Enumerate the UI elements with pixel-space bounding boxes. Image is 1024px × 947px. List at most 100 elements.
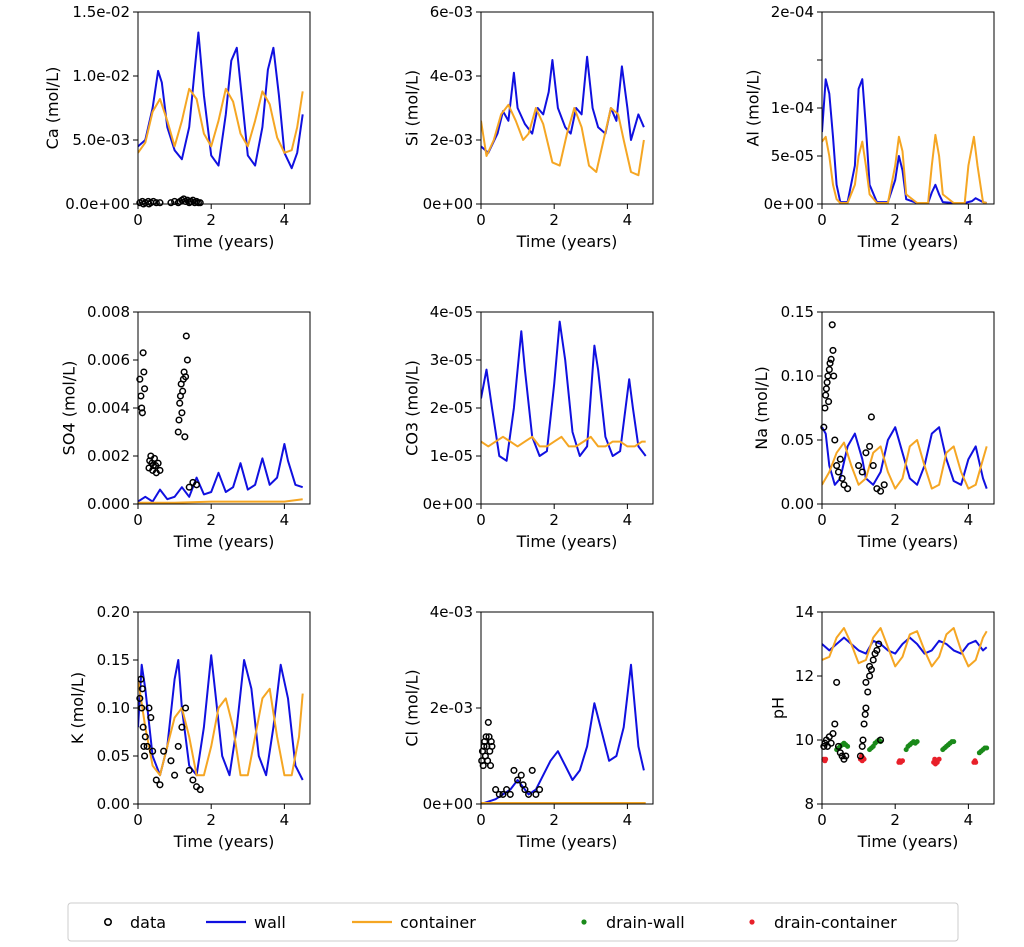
panel-co3: 0 2 4 0e+00 1e-05 2e-05 3e-05 4e-05 Time (years)… [403,303,654,551]
co3-ylabel: CO3 (mol/L) [403,360,422,456]
al-xtick-label: 2 [890,211,900,229]
so4-ytick-label: 0.006 [87,351,130,369]
k-data-point [189,776,197,784]
ph-drain-wall-point [984,745,990,751]
panel-na: 0 2 4 0.00 0.05 0.10 0.15 Time (years) Na (mol/L… [752,303,995,551]
cl-data-point [510,766,518,774]
k-data-point [140,742,148,750]
si-ylabel: Si (mol/L) [403,70,422,146]
panel-al: 0 2 4 0e+00 5e-05 1e-04 2e-04 Time (years) Al (m… [744,3,995,251]
so4-data-point [179,387,187,395]
so4-data-point [137,392,145,400]
so4-data-point [175,416,183,424]
cl-data-point [495,790,503,798]
ph-data-point [860,720,868,728]
so4-data-point [150,454,159,462]
so4-data-point [156,466,164,474]
si-xtick-label: 0 [476,211,486,229]
na-data-point [862,449,870,457]
cl-data-point [506,790,514,798]
so4-ytick-label: 0.002 [87,447,130,465]
na-data-point [855,462,863,470]
ph-axes-frame [821,611,995,805]
so4-data-point [139,349,147,357]
k-data-point [147,714,155,722]
cl-data-point [503,786,511,794]
so4-data-point [176,399,184,407]
ph-drain-wall-point [845,743,851,749]
cl-ytick-label: 0e+00 [423,795,473,813]
si-axes-frame [480,11,654,205]
ph-ytick-label: 12 [795,667,814,685]
ca-ytick-label: 1.5e-02 [72,3,130,21]
na-data-point [830,372,838,380]
ph-data-point [862,704,870,712]
co3-series-container [481,435,646,448]
ph-xtick-label: 4 [964,811,974,829]
panel-cl: 0 2 4 0e+00 2e-03 4e-03 Time (years) Cl (mol/L) [403,603,654,851]
legend-swatch-drain-container [749,919,755,925]
ph-drain-wall-point [914,739,920,745]
ca-ylabel: Ca (mol/L) [43,67,62,150]
ca-series-container [138,87,304,154]
k-data-point [141,752,149,760]
k-data-point [182,704,190,712]
ca-axes-frame [137,11,311,205]
ph-data-point [842,752,850,760]
cl-data-point [479,762,487,770]
co3-ytick-label: 4e-05 [430,303,473,321]
ph-ylabel: pH [768,697,787,719]
k-data-point [171,771,179,779]
co3-xlabel: Time (years) [516,532,618,551]
so4-data-point [174,428,182,436]
ph-drain-container-point [936,756,942,762]
ca-ytick-label: 1.0e-02 [72,67,130,85]
na-xtick-label: 2 [890,511,900,529]
ph-data-point [862,678,870,686]
ph-xtick-label: 0 [817,811,827,829]
ph-xlabel: Time (years) [857,832,959,851]
cl-data-point [528,766,536,774]
cl-data-point [532,790,540,798]
ca-xtick-label: 2 [206,211,216,229]
al-ytick-label: 2e-04 [771,3,814,21]
k-data-point [174,742,182,750]
co3-ytick-label: 0e+00 [423,495,473,513]
al-series-container [822,133,987,204]
panel-si: 0 2 4 0e+00 2e-03 4e-03 6e-03 Time (years) Si (m… [403,3,654,251]
cl-data-point [484,718,492,726]
cl-ytick-label: 2e-03 [430,699,473,717]
na-data-point [824,372,832,380]
na-data-point [826,359,834,367]
si-ytick-label: 2e-03 [430,131,473,149]
ca-data-point [196,199,204,207]
na-ylabel: Na (mol/L) [752,366,771,449]
si-xtick-label: 4 [623,211,633,229]
so4-data-point [193,481,201,489]
k-data-point [152,776,160,784]
panel-ph: 0 2 4 8 10 12 14 Time (years) pH [768,603,995,851]
k-data-point [185,766,193,774]
k-data-point [167,757,175,765]
ph-data-point [833,678,841,686]
na-data-point [844,485,852,493]
co3-xtick-label: 0 [476,511,486,529]
ph-data-point [869,656,877,664]
legend-frame [67,902,959,942]
panels-group: 0 2 4 0.0e+00 5.0e-03 1.0e-02 1.5e-02 Time (yea… [43,3,995,851]
cl-data-point [514,776,522,784]
legend-label-drain-wall: drain-wall [606,913,685,932]
co3-ytick-label: 1e-05 [430,447,473,465]
si-ytick-label: 4e-03 [430,67,473,85]
panel-k: 0 2 4 0.00 0.05 0.10 0.15 0.20 Time (years) K (mo… [68,603,311,851]
al-ytick-label: 0e+00 [764,195,814,213]
k-ytick-label: 0.00 [97,795,130,813]
ca-data-point [152,199,160,207]
na-series-wall [822,426,988,489]
na-data-point [834,468,843,476]
co3-xtick-label: 2 [549,511,559,529]
so4-ytick-label: 0.000 [87,495,130,513]
cl-ytick-label: 4e-03 [430,603,473,621]
ca-data-point [156,199,164,207]
na-data-point [825,398,833,406]
